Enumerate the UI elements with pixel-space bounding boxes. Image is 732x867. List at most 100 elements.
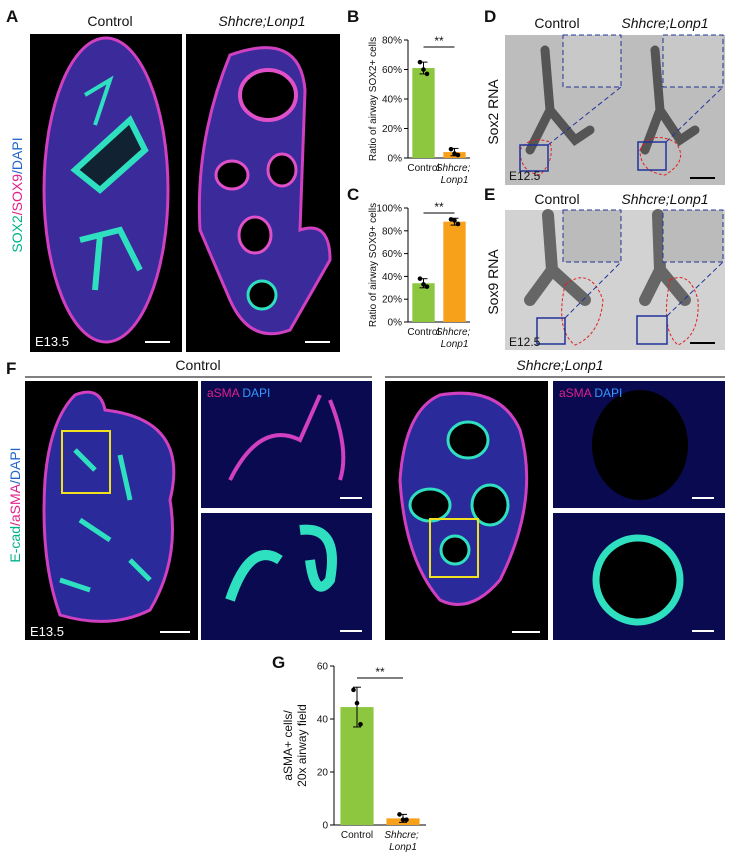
airway — [408, 487, 452, 523]
stain-part: E-cad — [7, 526, 23, 563]
stain-label: E-cad/aSMA/DAPI — [7, 447, 23, 562]
micrograph — [201, 513, 372, 640]
column-title: Control — [534, 15, 579, 31]
lung — [524, 209, 591, 306]
connector — [666, 261, 724, 317]
box — [519, 144, 549, 172]
data-point — [397, 812, 402, 817]
lung — [639, 209, 691, 306]
connector — [665, 86, 724, 143]
data-point — [421, 282, 426, 287]
lung — [525, 45, 595, 155]
x-tick-label-line: Shhcre; — [384, 830, 421, 841]
airway — [214, 159, 250, 191]
column-title: Shhcre;Lonp1 — [621, 15, 708, 31]
stain-part: aSMA — [559, 386, 592, 400]
y-tick-label: 60 — [317, 662, 329, 673]
panel-label: B — [347, 7, 359, 26]
bar — [412, 68, 435, 158]
y-tick-label: 60% — [382, 249, 402, 260]
airway — [246, 279, 278, 311]
box — [637, 141, 667, 171]
micrograph: aSMA DAPI — [553, 381, 725, 508]
x-tick-label: Shhcre; Lonp1 — [436, 327, 473, 350]
stain-part: /DAPI — [7, 447, 23, 484]
x-tick-label: Control — [407, 163, 439, 174]
box — [636, 315, 668, 345]
micrograph — [186, 34, 340, 352]
column-title: Shhcre;Lonp1 — [218, 13, 305, 29]
data-point — [404, 817, 409, 822]
stage-label: E12.5 — [509, 335, 541, 349]
data-point — [417, 59, 423, 65]
airway — [79, 226, 143, 291]
data-point — [452, 218, 457, 223]
data-point — [421, 67, 426, 72]
airway — [70, 115, 149, 194]
stain-part: SOX2 — [9, 215, 25, 253]
micrograph: E12.5 — [505, 209, 725, 350]
stage-label: E12.5 — [509, 169, 541, 183]
inset — [562, 209, 622, 263]
panel-label: G — [272, 653, 285, 672]
box — [429, 518, 479, 578]
data-point — [351, 687, 356, 693]
x-tick-label-line: Lonp1 — [389, 842, 417, 853]
image-bg — [201, 381, 372, 508]
box — [61, 430, 111, 494]
airway — [470, 483, 510, 527]
data-point — [354, 700, 360, 706]
micrograph — [553, 513, 725, 640]
stain-part: /SOX9 — [9, 174, 25, 215]
airway — [228, 394, 346, 481]
stain-part: DAPI — [594, 386, 622, 400]
bar — [443, 221, 466, 322]
y-tick-label: 100% — [376, 204, 402, 215]
x-tick-label-line: Shhcre; — [436, 327, 473, 338]
x-tick-label: Shhcre; Lonp1 — [436, 163, 473, 186]
airway — [83, 75, 114, 126]
tissue — [197, 46, 332, 336]
airway — [446, 420, 490, 460]
y-tick-label: 40 — [317, 715, 329, 726]
data-point — [417, 276, 423, 281]
x-tick-label-line: Shhcre; — [436, 163, 473, 174]
airway — [592, 390, 688, 500]
micrograph: aSMA DAPI — [201, 381, 372, 508]
data-point — [424, 284, 430, 289]
panel-label: F — [6, 359, 16, 378]
inset — [662, 34, 724, 88]
panel-label: C — [347, 185, 359, 204]
data-point — [424, 71, 430, 77]
lung — [640, 45, 700, 155]
micrograph: E13.5 — [25, 381, 198, 640]
data-point — [358, 722, 363, 727]
x-tick-label: Control — [407, 327, 439, 338]
column-title: Shhcre;Lonp1 — [516, 357, 603, 373]
micrograph: E12.5 — [505, 34, 725, 185]
data-point — [455, 221, 461, 227]
outline — [639, 137, 682, 176]
y-tick-label: 20 — [317, 768, 329, 779]
panel-label: D — [484, 7, 496, 26]
y-tick-label: 80% — [382, 226, 402, 237]
y-tick-label: 0% — [388, 318, 403, 329]
column-title: Control — [534, 191, 579, 207]
bar — [412, 283, 435, 322]
stain-part: DAPI — [242, 386, 270, 400]
airway — [592, 534, 684, 626]
airway — [439, 534, 471, 566]
outline — [519, 139, 552, 176]
micrograph — [385, 381, 548, 640]
column-title: Control — [175, 357, 220, 373]
panel-label: E — [484, 185, 495, 204]
probe-label: Sox2 RNA — [485, 79, 501, 145]
x-tick-label: Control — [341, 830, 373, 841]
data-point — [452, 151, 457, 156]
y-axis-label: Ratio of airway SOX2+ cells — [368, 37, 379, 161]
y-tick-label: 40% — [382, 272, 402, 283]
data-point — [448, 217, 454, 222]
x-tick-label: Shhcre; Lonp1 — [384, 830, 421, 853]
stage-label: E13.5 — [35, 334, 69, 349]
inset-label: aSMA DAPI — [559, 386, 622, 400]
